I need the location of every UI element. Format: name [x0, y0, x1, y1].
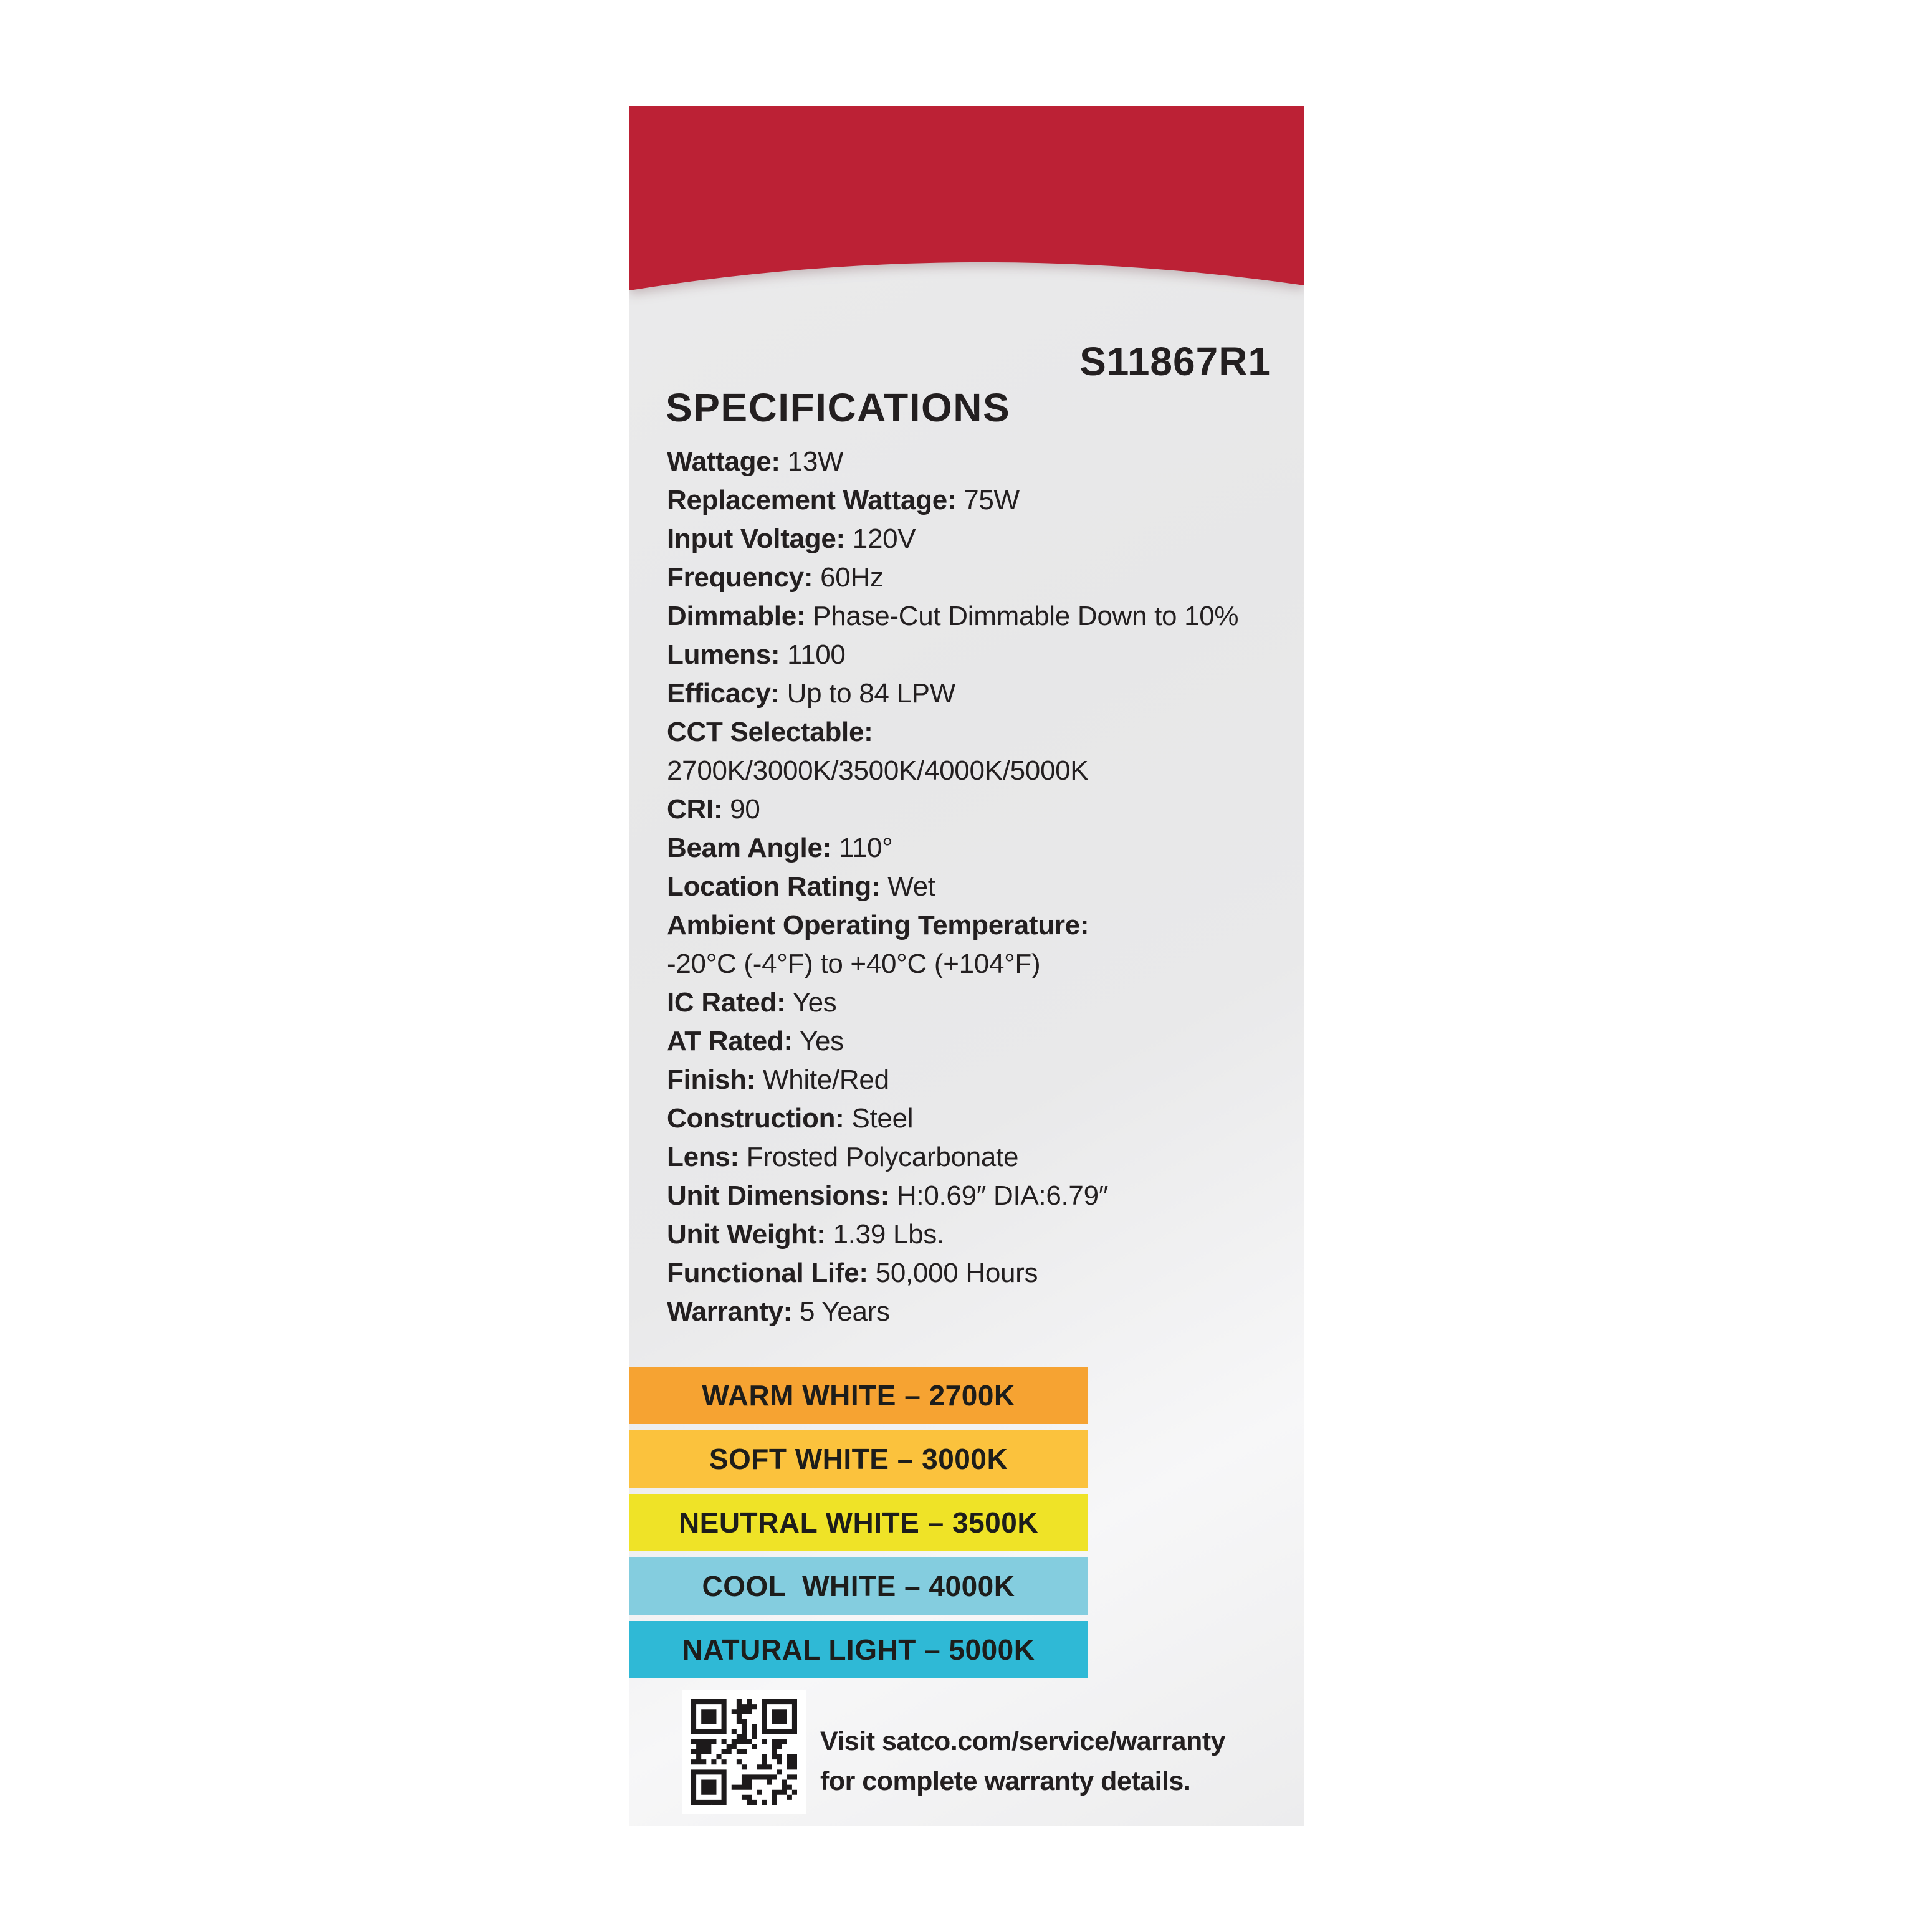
cct-bar: NEUTRAL WHITE – 3500K — [629, 1494, 1088, 1551]
spec-label-panel: S11867R1 SPECIFICATIONS Wattage: 13W Repl… — [629, 106, 1304, 1826]
cct-bar: NATURAL LIGHT – 5000K — [629, 1621, 1088, 1678]
spec-item-value: 2700K/3000K/3500K/4000K/5000K — [667, 755, 1089, 786]
spec-item: Finish: White/Red — [667, 1061, 1284, 1099]
spec-item-label: Warranty: — [667, 1296, 793, 1327]
spec-item-label: Replacement Wattage: — [667, 485, 957, 515]
spec-item: Lens: Frosted Polycarbonate — [667, 1138, 1284, 1177]
cct-bar: COOL WHITE – 4000K — [629, 1557, 1088, 1615]
spec-item-label: Unit Dimensions: — [667, 1180, 889, 1211]
specifications-heading: SPECIFICATIONS — [666, 385, 1011, 430]
spec-item-value: 60Hz — [813, 562, 884, 593]
spec-item-value: -20°C (-4°F) to +40°C (+104°F) — [667, 949, 1041, 979]
product-code: S11867R1 — [1079, 339, 1271, 384]
spec-item-label: CRI: — [667, 794, 723, 825]
spec-item: Beam Angle: 110° — [667, 829, 1284, 868]
spec-item-label: AT Rated: — [667, 1026, 793, 1056]
spec-item-label: Lumens: — [667, 639, 780, 670]
spec-item-value: White/Red — [755, 1064, 889, 1095]
spec-item: Dimmable: Phase-Cut Dimmable Down to 10% — [667, 597, 1284, 636]
spec-item-value: Wet — [880, 871, 935, 902]
spec-item-label: Dimmable: — [667, 601, 806, 631]
red-curved-header — [629, 106, 1304, 290]
spec-item-label: Lens: — [667, 1142, 739, 1172]
spec-item-value: 120V — [844, 524, 916, 554]
warranty-note-line2: for complete warranty details. — [820, 1766, 1191, 1796]
warranty-note-line1: Visit satco.com/service/warranty — [820, 1726, 1226, 1756]
cct-bar-label: COOL WHITE – 4000K — [702, 1570, 1015, 1602]
spec-item-label: Input Voltage: — [667, 524, 845, 554]
spec-item-value: Frosted Polycarbonate — [739, 1142, 1019, 1172]
cct-bars: WARM WHITE – 2700K SOFT WHITE – 3000K NEUT… — [629, 1367, 1088, 1685]
qr-code-icon — [691, 1699, 797, 1805]
spec-item-value: H:0.69″ DIA:6.79″ — [889, 1180, 1109, 1211]
spec-item-label: IC Rated: — [667, 987, 786, 1018]
cct-bar-label: WARM WHITE – 2700K — [702, 1379, 1015, 1412]
spec-item-label: Location Rating: — [667, 871, 881, 902]
spec-item-value: 90 — [722, 794, 760, 825]
spec-item-value: Steel — [844, 1103, 914, 1134]
spec-item: Unit Dimensions: H:0.69″ DIA:6.79″ — [667, 1177, 1284, 1215]
spec-item: Unit Weight: 1.39 Lbs. — [667, 1215, 1284, 1254]
spec-item: Ambient Operating Temperature: -20°C (-4°… — [667, 906, 1284, 983]
spec-item-value: Up to 84 LPW — [779, 678, 956, 709]
spec-item-value: 1100 — [780, 639, 846, 670]
cct-bar-label: SOFT WHITE – 3000K — [709, 1443, 1008, 1475]
spec-item: Input Voltage: 120V — [667, 520, 1284, 558]
spec-item: AT Rated: Yes — [667, 1022, 1284, 1061]
spec-item-label: Wattage: — [667, 446, 780, 477]
spec-item: IC Rated: Yes — [667, 983, 1284, 1022]
spec-item-value: 50,000 Hours — [868, 1258, 1038, 1288]
spec-item: CRI: 90 — [667, 790, 1284, 829]
spec-item-value: 13W — [780, 446, 844, 477]
spec-item-label: Finish: — [667, 1064, 756, 1095]
spec-item: CCT Selectable: 2700K/3000K/3500K/4000K/5… — [667, 713, 1284, 790]
spec-item-value: Phase-Cut Dimmable Down to 10% — [805, 601, 1239, 631]
spec-item: Efficacy: Up to 84 LPW — [667, 674, 1284, 713]
spec-item: Location Rating: Wet — [667, 868, 1284, 906]
spec-item-label: CCT Selectable: — [667, 717, 873, 747]
spec-item-label: Functional Life: — [667, 1258, 868, 1288]
spec-item-value: 5 Years — [792, 1296, 890, 1327]
cct-bar: SOFT WHITE – 3000K — [629, 1430, 1088, 1488]
spec-item: Lumens: 1100 — [667, 636, 1284, 674]
spec-item-label: Efficacy: — [667, 678, 780, 709]
spec-item-label: Construction: — [667, 1103, 844, 1134]
cct-bar-label: NATURAL LIGHT – 5000K — [682, 1633, 1035, 1666]
qr-code-box — [682, 1690, 806, 1814]
spec-item: Wattage: 13W — [667, 442, 1284, 481]
spec-item: Replacement Wattage: 75W — [667, 481, 1284, 520]
spec-item-label: Unit Weight: — [667, 1219, 826, 1250]
spec-item-value: Yes — [792, 1026, 844, 1056]
spec-item-value: Yes — [785, 987, 837, 1018]
spec-item-value: 1.39 Lbs. — [825, 1219, 945, 1250]
warranty-note: Visit satco.com/service/warranty for com… — [820, 1721, 1226, 1801]
spec-item: Functional Life: 50,000 Hours — [667, 1254, 1284, 1293]
spec-item: Warranty: 5 Years — [667, 1293, 1284, 1331]
spec-item-label: Beam Angle: — [667, 833, 832, 863]
spec-item-label: Frequency: — [667, 562, 813, 593]
spec-item-label: Ambient Operating Temperature: — [667, 910, 1089, 940]
spec-item: Frequency: 60Hz — [667, 558, 1284, 597]
spec-item-value: 75W — [956, 485, 1020, 515]
cct-bar: WARM WHITE – 2700K — [629, 1367, 1088, 1424]
spec-item-value: 110° — [831, 833, 893, 863]
cct-bar-label: NEUTRAL WHITE – 3500K — [678, 1506, 1039, 1539]
spec-item: Construction: Steel — [667, 1099, 1284, 1138]
spec-list: Wattage: 13W Replacement Wattage: 75W Inpu… — [667, 442, 1284, 1331]
